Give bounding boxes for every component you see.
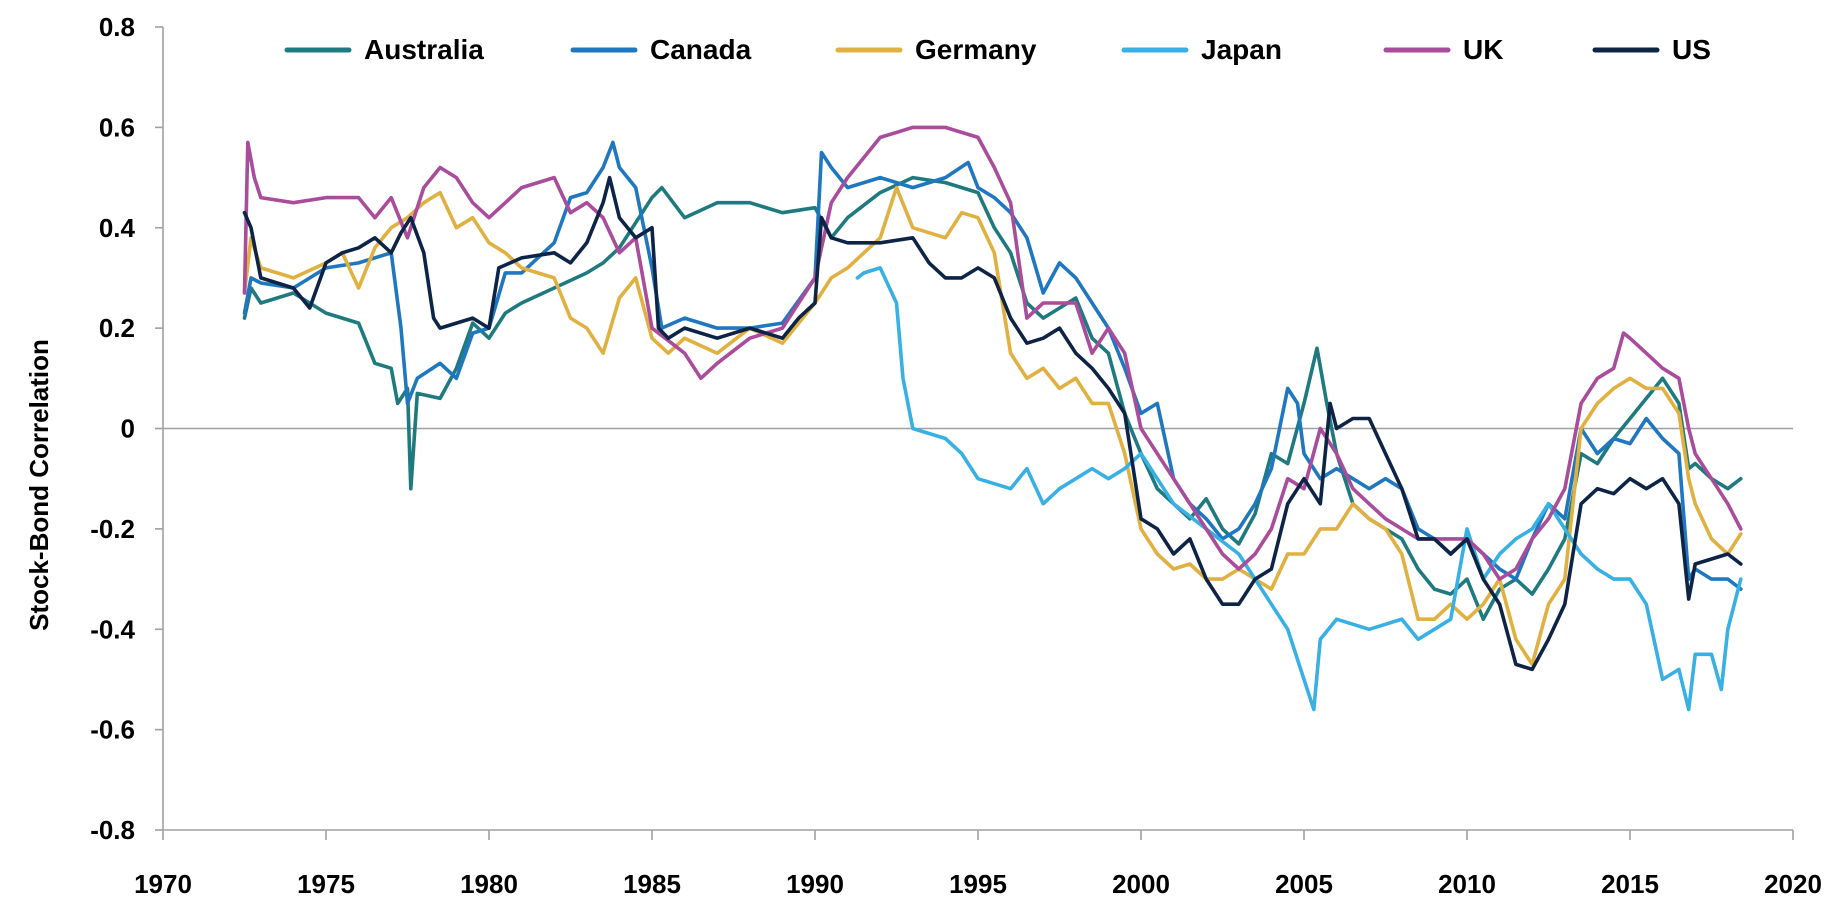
series-line-us [242, 175, 1743, 672]
y-tick-label: -0.2 [90, 514, 135, 544]
y-tick-label: 0.2 [99, 313, 135, 343]
y-tick-label: 0.8 [99, 12, 135, 42]
chart-axes: -0.8 -0.6 -0.4 -0.2 0 0.2 0.4 0.6 0.8 1970 1975 198… [90, 12, 1822, 899]
x-tick-label: 1995 [949, 869, 1007, 899]
y-tick-label: 0.6 [99, 112, 135, 142]
series-line-uk [242, 125, 1743, 581]
x-tick-label: 2020 [1764, 869, 1822, 899]
x-tick-label: 1970 [134, 869, 192, 899]
legend-label-australia: Australia [364, 34, 484, 65]
y-tick-label: 0.4 [99, 213, 136, 243]
legend-label-germany: Germany [915, 34, 1037, 65]
legend-label-canada: Canada [650, 34, 752, 65]
y-tick-label: -0.6 [90, 715, 135, 745]
chart-legend: Australia Canada Germany Japan UK US [284, 34, 1711, 65]
x-tick-label: 1980 [460, 869, 518, 899]
y-tick-label: 0 [121, 414, 135, 444]
x-tick-label: 2015 [1601, 869, 1659, 899]
legend-label-us: US [1672, 34, 1711, 65]
legend-label-uk: UK [1463, 34, 1503, 65]
x-tick-label: 1975 [297, 869, 355, 899]
x-tick-label: 1985 [623, 869, 681, 899]
series-line-japan [855, 266, 1743, 712]
series-line-canada [242, 140, 1743, 591]
series-line-australia [242, 175, 1743, 621]
x-tick-label: 2000 [1112, 869, 1170, 899]
x-tick-label: 2005 [1275, 869, 1333, 899]
x-tick-label: 1990 [786, 869, 844, 899]
legend-label-japan: Japan [1201, 34, 1282, 65]
y-tick-label: -0.4 [90, 614, 135, 644]
chart-series-lines [242, 125, 1743, 712]
y-axis-title: Stock-Bond Correlation [24, 339, 54, 631]
x-tick-label: 2010 [1438, 869, 1496, 899]
series-line-germany [242, 185, 1743, 667]
y-tick-label: -0.8 [90, 815, 135, 845]
